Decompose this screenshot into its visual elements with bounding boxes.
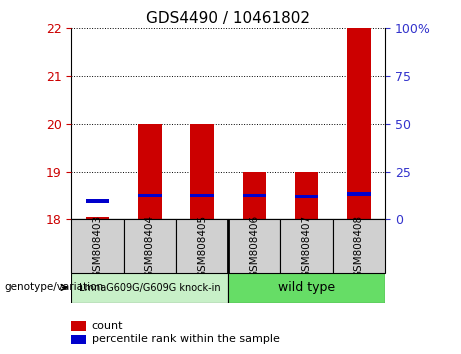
Text: wild type: wild type bbox=[278, 281, 335, 294]
Bar bbox=[242, 194, 266, 198]
Text: LmnaG609G/G609G knock-in: LmnaG609G/G609G knock-in bbox=[79, 282, 221, 293]
Text: GSM808405: GSM808405 bbox=[197, 215, 207, 278]
Bar bbox=[190, 124, 214, 219]
Bar bbox=[86, 217, 109, 219]
Bar bbox=[190, 194, 214, 198]
Bar bbox=[138, 194, 161, 198]
Text: GSM808407: GSM808407 bbox=[301, 215, 312, 278]
Bar bbox=[71, 335, 86, 344]
Bar bbox=[228, 273, 385, 303]
Bar bbox=[86, 199, 109, 203]
Bar bbox=[333, 219, 385, 273]
Bar bbox=[347, 28, 371, 219]
Bar bbox=[347, 192, 371, 196]
Title: GDS4490 / 10461802: GDS4490 / 10461802 bbox=[146, 11, 310, 26]
Bar bbox=[280, 219, 333, 273]
Text: percentile rank within the sample: percentile rank within the sample bbox=[92, 335, 280, 344]
Bar bbox=[138, 124, 161, 219]
Bar bbox=[228, 219, 280, 273]
Text: count: count bbox=[92, 321, 124, 331]
Bar bbox=[295, 195, 318, 199]
Bar bbox=[71, 321, 86, 331]
Bar bbox=[242, 172, 266, 219]
Bar bbox=[295, 172, 318, 219]
Text: GSM808404: GSM808404 bbox=[145, 215, 155, 278]
Text: genotype/variation: genotype/variation bbox=[5, 282, 104, 292]
Bar bbox=[124, 219, 176, 273]
Text: GSM808408: GSM808408 bbox=[354, 215, 364, 278]
Bar bbox=[71, 273, 228, 303]
Bar bbox=[176, 219, 228, 273]
Text: GSM808406: GSM808406 bbox=[249, 215, 260, 278]
Text: GSM808403: GSM808403 bbox=[93, 215, 103, 278]
Bar bbox=[71, 219, 124, 273]
